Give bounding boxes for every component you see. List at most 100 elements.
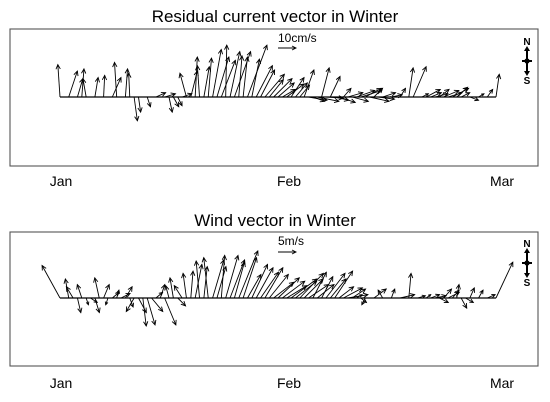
wind-vector-43 [251,263,269,299]
wind-vector-23 [164,297,177,326]
wind-vector-62 [334,270,354,299]
chart-title-wind: Wind vector in Winter [194,211,356,230]
current-vector-32 [238,54,245,98]
current-vector-28 [220,59,237,98]
wind-vector-39 [233,261,246,299]
current-vector-21 [190,70,199,98]
wind-vector-26 [177,297,187,307]
wind-vector-3 [77,297,83,314]
compass-south-label: S [524,76,531,87]
scale-arrow-wind [278,249,298,255]
compass-north-label: N [523,37,530,48]
x-tick-mar: Mar [490,173,514,189]
current-vector-26 [212,48,224,98]
wind-vector-69 [361,297,366,306]
compass-icon [522,46,532,76]
current-vectors [55,44,502,122]
scale-label-wind: 5m/s [278,234,304,248]
current-vector-22 [194,56,200,98]
current-vector-8 [112,61,118,98]
wind-vector-50 [282,280,306,299]
wind-vector-87 [478,289,484,299]
wind-vector-0 [41,264,61,299]
wind-vector-37 [225,254,240,299]
wind-vector-4 [76,283,83,299]
current-vector-47 [303,69,315,98]
current-vector-75 [443,89,460,98]
current-vector-17 [177,96,183,107]
compass-north-label: N [523,239,530,250]
current-vector-7 [111,76,122,98]
current-vector-78 [456,86,469,98]
current-vector-63 [373,87,384,98]
current-vector-37 [260,69,276,98]
wind-vector-17 [138,297,147,314]
wind-vector-18 [142,297,149,328]
wind-panel: Wind vector in Winter 5m/s N S Jan Feb M… [9,211,539,391]
wind-vector-41 [242,256,258,299]
wind-vector-20 [151,297,164,313]
current-vector-79 [460,92,471,98]
current-vector-20 [178,72,187,98]
wind-vector-84 [460,297,468,309]
wind-vector-14 [125,285,133,299]
wind-vector-74 [408,272,414,299]
current-vector-39 [268,78,284,98]
current-vector-3 [81,67,87,98]
wind-vector-59 [321,275,334,299]
current-vector-57 [347,91,364,98]
current-vector-58 [352,96,370,103]
current-vector-38 [264,73,286,98]
wind-vector-13 [120,293,131,299]
compass-icon [522,248,532,278]
wind-vector-42 [247,273,262,299]
current-vector-14 [155,92,167,98]
current-vector-53 [329,75,341,98]
wind-vector-38 [229,258,246,299]
current-vector-41 [277,82,295,98]
wind-vector-31 [193,260,200,299]
current-vector-68 [408,66,416,98]
wind-vector-29 [190,270,196,299]
current-vector-77 [452,87,470,98]
wind-vector-2 [65,285,74,299]
wind-vector-49 [277,277,301,299]
wind-vector-51 [286,285,308,299]
scale-arrow-residual-current [278,45,298,51]
current-vector-36 [255,64,273,98]
current-vector-33 [242,56,250,98]
wind-vector-60 [325,272,346,299]
x-tick-feb: Feb [277,173,301,189]
wind-vector-89 [495,261,514,299]
current-vector-29 [224,44,230,98]
current-vector-83 [495,73,502,98]
current-vector-50 [317,96,340,104]
wind-vector-19 [146,297,157,326]
wind-vector-7 [94,297,101,314]
current-vector-6 [101,74,108,98]
current-vector-30 [229,50,242,98]
wind-vector-12 [116,289,120,299]
current-vector-69 [412,65,427,98]
current-vector-0 [55,63,61,98]
wind-vector-83 [455,283,461,299]
plot-frame-wind [9,231,539,367]
current-vector-12 [137,96,143,114]
wind-vector-46 [264,266,284,299]
current-vector-23 [195,64,201,98]
current-vector-1 [68,70,79,98]
current-vector-49 [312,96,326,103]
x-tick-jan: Jan [50,375,73,391]
wind-vector-25 [168,276,174,299]
wind-vector-8 [93,276,100,299]
current-vector-10 [126,72,132,98]
current-vector-62 [369,96,391,103]
current-vector-25 [207,57,214,98]
current-vector-19 [168,96,174,114]
wind-vector-73 [399,293,416,299]
wind-vector-86 [469,286,475,299]
residual-current-panel: Residual current vector in Winter 10cm/s… [9,7,539,189]
wind-vector-54 [299,272,325,299]
wind-vector-30 [194,263,204,299]
